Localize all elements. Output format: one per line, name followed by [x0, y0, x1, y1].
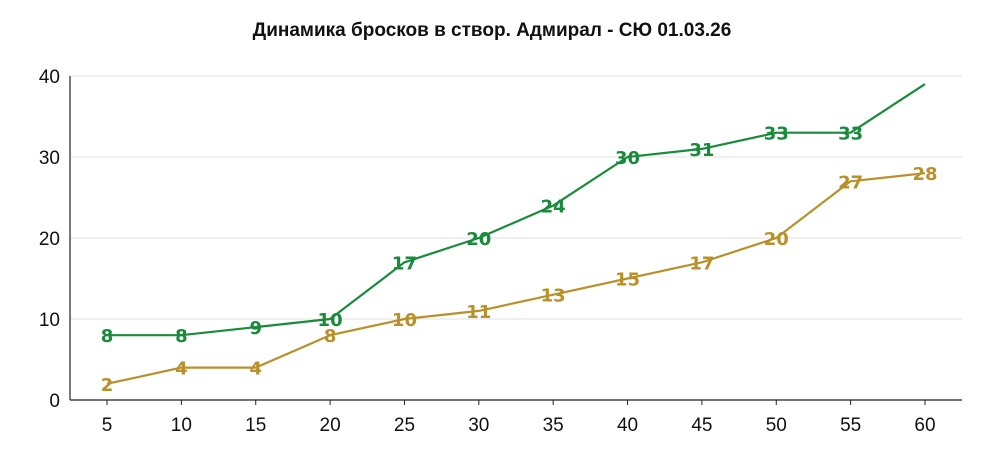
data-label: 17: [689, 253, 714, 274]
x-tick-label: 5: [102, 415, 113, 436]
data-label: 10: [318, 310, 343, 331]
x-tick-label: 50: [766, 415, 787, 436]
x-tick-label: 15: [245, 415, 266, 436]
data-label: 24: [541, 197, 566, 218]
x-tick-label: 55: [840, 415, 861, 436]
data-label: 9: [249, 318, 262, 339]
data-label: 4: [249, 359, 262, 380]
y-tick-label: 20: [39, 229, 60, 250]
data-label: 13: [541, 286, 566, 307]
data-label: 20: [466, 229, 491, 250]
grid: [70, 75, 962, 320]
y-tick-label: 0: [49, 391, 60, 412]
data-label: 15: [615, 270, 640, 291]
data-label: 4: [175, 359, 188, 380]
x-tick-label: 10: [171, 415, 192, 436]
x-tick-label: 45: [691, 415, 712, 436]
data-label: 27: [838, 172, 863, 193]
y-tick-labels: 0 10 20 30 40: [39, 67, 60, 412]
data-label: 8: [324, 326, 337, 347]
data-label: 33: [764, 124, 789, 145]
data-label: 2: [101, 375, 114, 396]
series-lines: [106, 83, 926, 385]
x-tick-label: 60: [914, 415, 935, 436]
data-label: 28: [912, 164, 937, 185]
x-tick-label: 40: [617, 415, 638, 436]
data-label: 8: [175, 326, 188, 347]
data-label: 8: [101, 326, 114, 347]
data-label: 30: [615, 148, 640, 169]
x-tick-label: 35: [543, 415, 564, 436]
data-label: 11: [466, 302, 491, 323]
y-tick-label: 40: [39, 67, 60, 88]
x-tick-label: 20: [320, 415, 341, 436]
data-label: 17: [392, 253, 417, 274]
x-tick-label: 25: [394, 415, 415, 436]
x-tick-labels: 5 10 15 20 25 30 35 40 45 50 55 60: [102, 415, 936, 436]
series-line-1: [107, 83, 926, 337]
data-label: 20: [764, 229, 789, 250]
x-tick-label: 30: [468, 415, 489, 436]
data-label: 33: [838, 124, 863, 145]
series-line-2: [106, 172, 926, 385]
axes: [69, 76, 962, 405]
data-label: 31: [689, 140, 714, 161]
y-tick-label: 30: [39, 148, 60, 169]
data-label: 10: [392, 310, 417, 331]
y-tick-label: 10: [39, 310, 60, 331]
chart-title: Динамика бросков в створ. Адмирал - СЮ 0…: [252, 20, 732, 41]
